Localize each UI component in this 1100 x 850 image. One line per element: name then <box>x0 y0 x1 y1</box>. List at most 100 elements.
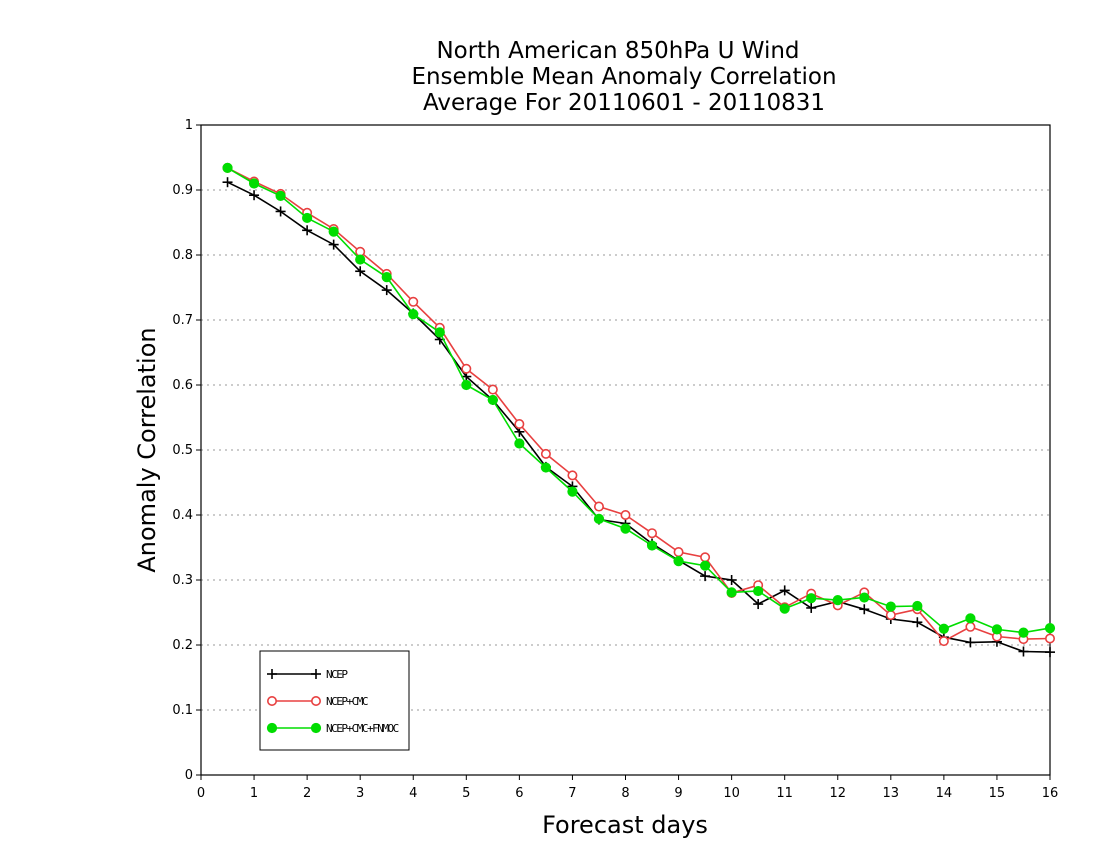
y-axis-label: Anomaly Correlation <box>133 327 161 572</box>
data-point <box>1044 623 1056 634</box>
data-point <box>753 599 764 610</box>
data-point <box>567 470 578 481</box>
data-point <box>965 637 976 648</box>
legend-label: NCEP+CMC <box>326 695 368 708</box>
data-point <box>673 556 684 567</box>
data-point <box>620 523 631 534</box>
legend-label: NCEP <box>326 668 348 681</box>
data-point <box>699 560 711 571</box>
data-point <box>1018 627 1029 638</box>
series-layer <box>222 162 1056 658</box>
x-tick-label: 13 <box>883 786 900 801</box>
data-point <box>434 327 445 338</box>
x-axis: 0 1 2 3 4 5 6 7 8 9 10 11 12 13 14 15 16 <box>197 775 1058 801</box>
legend-items: NCEP NCEP+CMC NCEP+CMC+FNMOC <box>266 668 400 735</box>
open-circle-marker <box>266 695 277 706</box>
y-tick-label: 1 <box>185 118 193 133</box>
x-tick-label: 5 <box>462 786 470 801</box>
series-ncep-cmc-fnmoc <box>222 162 1056 638</box>
data-point <box>726 587 737 598</box>
data-point <box>753 585 764 597</box>
chart-title-line-3: Average For 20110601 - 20110831 <box>423 90 825 116</box>
data-point <box>381 272 392 283</box>
data-point <box>540 448 551 459</box>
data-point <box>487 394 498 406</box>
legend-item: NCEP+CMC+FNMOC <box>266 722 400 735</box>
series-line <box>227 181 1051 653</box>
x-tick-label: 0 <box>197 786 205 801</box>
legend-item: NCEP+CMC <box>266 695 369 708</box>
filled-circle-marker <box>266 722 278 734</box>
y-tick-label: 0.3 <box>172 573 193 588</box>
x-tick-label: 4 <box>409 786 417 801</box>
grid <box>201 189 1050 711</box>
data-point <box>700 571 711 582</box>
data-point <box>912 617 923 628</box>
data-point <box>355 254 366 265</box>
legend-label: NCEP+CMC+FNMOC <box>326 722 399 735</box>
x-tick-label: 15 <box>989 786 1006 801</box>
data-point <box>673 547 684 558</box>
data-point <box>912 600 923 612</box>
data-point <box>248 178 260 189</box>
x-tick-label: 2 <box>303 786 311 801</box>
open-circle-marker <box>310 695 321 706</box>
legend: NCEP NCEP+CMC NCEP+CMC+FNMOC <box>259 650 410 751</box>
x-tick-label: 16 <box>1042 786 1059 801</box>
filled-circle-marker <box>310 722 322 734</box>
data-point <box>487 384 498 395</box>
y-tick-label: 0.7 <box>172 313 193 328</box>
data-point <box>726 575 737 585</box>
x-tick-label: 12 <box>829 786 846 801</box>
legend-item: NCEP <box>267 668 350 681</box>
x-tick-label: 14 <box>936 786 953 801</box>
data-point <box>275 190 286 201</box>
data-point <box>1018 646 1029 657</box>
y-axis: 0 0.1 0.2 0.3 0.4 0.5 0.6 0.7 0.8 0.9 1 <box>172 118 201 783</box>
data-point <box>302 225 313 236</box>
data-point <box>408 296 419 307</box>
data-point <box>779 585 790 596</box>
y-tick-label: 0.8 <box>172 248 193 263</box>
x-tick-label: 6 <box>515 786 523 801</box>
chart-title: North American 850hPa U Wind Ensemble Me… <box>411 38 836 116</box>
data-point <box>885 601 896 612</box>
data-point <box>593 501 604 512</box>
data-point <box>222 162 233 173</box>
data-point <box>700 552 711 563</box>
data-point <box>832 595 843 606</box>
data-point <box>647 528 658 539</box>
data-point <box>1045 647 1055 658</box>
y-tick-label: 0.4 <box>172 508 193 523</box>
data-point <box>938 623 949 634</box>
x-tick-label: 11 <box>776 786 793 801</box>
data-point <box>249 190 260 201</box>
x-tick-label: 9 <box>674 786 682 801</box>
data-point <box>302 212 313 224</box>
chart-title-line-1: North American 850hPa U Wind <box>436 38 799 64</box>
plus-marker <box>311 669 321 679</box>
data-point <box>938 636 949 647</box>
series-ncep-cmc <box>222 162 1056 647</box>
chart-title-line-2: Ensemble Mean Anomaly Correlation <box>411 64 836 90</box>
data-point <box>1045 633 1056 644</box>
x-tick-label: 7 <box>568 786 576 801</box>
data-point <box>806 593 817 604</box>
data-point <box>540 462 552 473</box>
data-point <box>779 603 790 614</box>
x-tick-label: 3 <box>356 786 364 801</box>
y-tick-label: 0.1 <box>172 703 193 718</box>
y-tick-label: 0.6 <box>172 378 193 393</box>
y-tick-label: 0.9 <box>172 183 193 198</box>
data-point <box>593 513 605 525</box>
data-point <box>328 226 339 237</box>
data-point <box>965 621 976 632</box>
data-point <box>381 285 392 296</box>
x-axis-label: Forecast days <box>542 811 708 839</box>
data-point <box>859 604 870 615</box>
data-point <box>514 438 525 449</box>
series-line <box>227 167 1051 643</box>
data-point <box>806 602 817 613</box>
data-point <box>461 379 472 391</box>
